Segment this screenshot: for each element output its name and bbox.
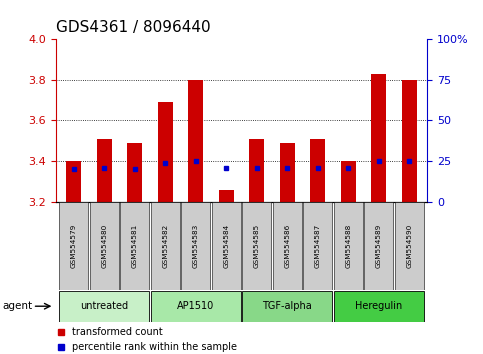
Bar — [127, 143, 142, 202]
Text: untreated: untreated — [80, 301, 128, 311]
Bar — [371, 74, 386, 202]
Text: percentile rank within the sample: percentile rank within the sample — [72, 342, 237, 352]
Text: GSM554589: GSM554589 — [376, 224, 382, 268]
Text: GSM554581: GSM554581 — [132, 224, 138, 268]
Text: AP1510: AP1510 — [177, 301, 214, 311]
Bar — [310, 139, 326, 202]
Bar — [59, 202, 88, 290]
Bar — [364, 202, 393, 290]
Text: GSM554587: GSM554587 — [315, 224, 321, 268]
Bar — [242, 291, 332, 321]
Bar — [151, 202, 180, 290]
Text: GSM554582: GSM554582 — [162, 224, 168, 268]
Text: GSM554590: GSM554590 — [406, 224, 412, 268]
Bar — [59, 291, 149, 321]
Bar — [395, 202, 424, 290]
Bar — [219, 190, 234, 202]
Text: GSM554588: GSM554588 — [345, 224, 351, 268]
Bar — [341, 161, 356, 202]
Bar — [249, 139, 264, 202]
Bar — [181, 202, 211, 290]
Text: GSM554583: GSM554583 — [193, 224, 199, 268]
Text: TGF-alpha: TGF-alpha — [262, 301, 312, 311]
Text: agent: agent — [2, 301, 32, 311]
Bar — [157, 102, 173, 202]
Bar — [97, 139, 112, 202]
Bar — [242, 202, 271, 290]
Text: GSM554586: GSM554586 — [284, 224, 290, 268]
Bar — [334, 291, 424, 321]
Bar — [212, 202, 241, 290]
Text: GSM554580: GSM554580 — [101, 224, 107, 268]
Bar — [401, 80, 417, 202]
Bar — [280, 143, 295, 202]
Text: GDS4361 / 8096440: GDS4361 / 8096440 — [56, 21, 210, 35]
Text: Heregulin: Heregulin — [355, 301, 402, 311]
Bar — [303, 202, 332, 290]
Bar — [188, 80, 203, 202]
Bar — [120, 202, 149, 290]
Text: GSM554579: GSM554579 — [71, 224, 77, 268]
Bar — [272, 202, 302, 290]
Bar — [334, 202, 363, 290]
Text: GSM554584: GSM554584 — [223, 224, 229, 268]
Bar — [66, 161, 82, 202]
Bar — [90, 202, 119, 290]
Bar — [151, 291, 241, 321]
Text: GSM554585: GSM554585 — [254, 224, 260, 268]
Text: transformed count: transformed count — [72, 327, 163, 337]
